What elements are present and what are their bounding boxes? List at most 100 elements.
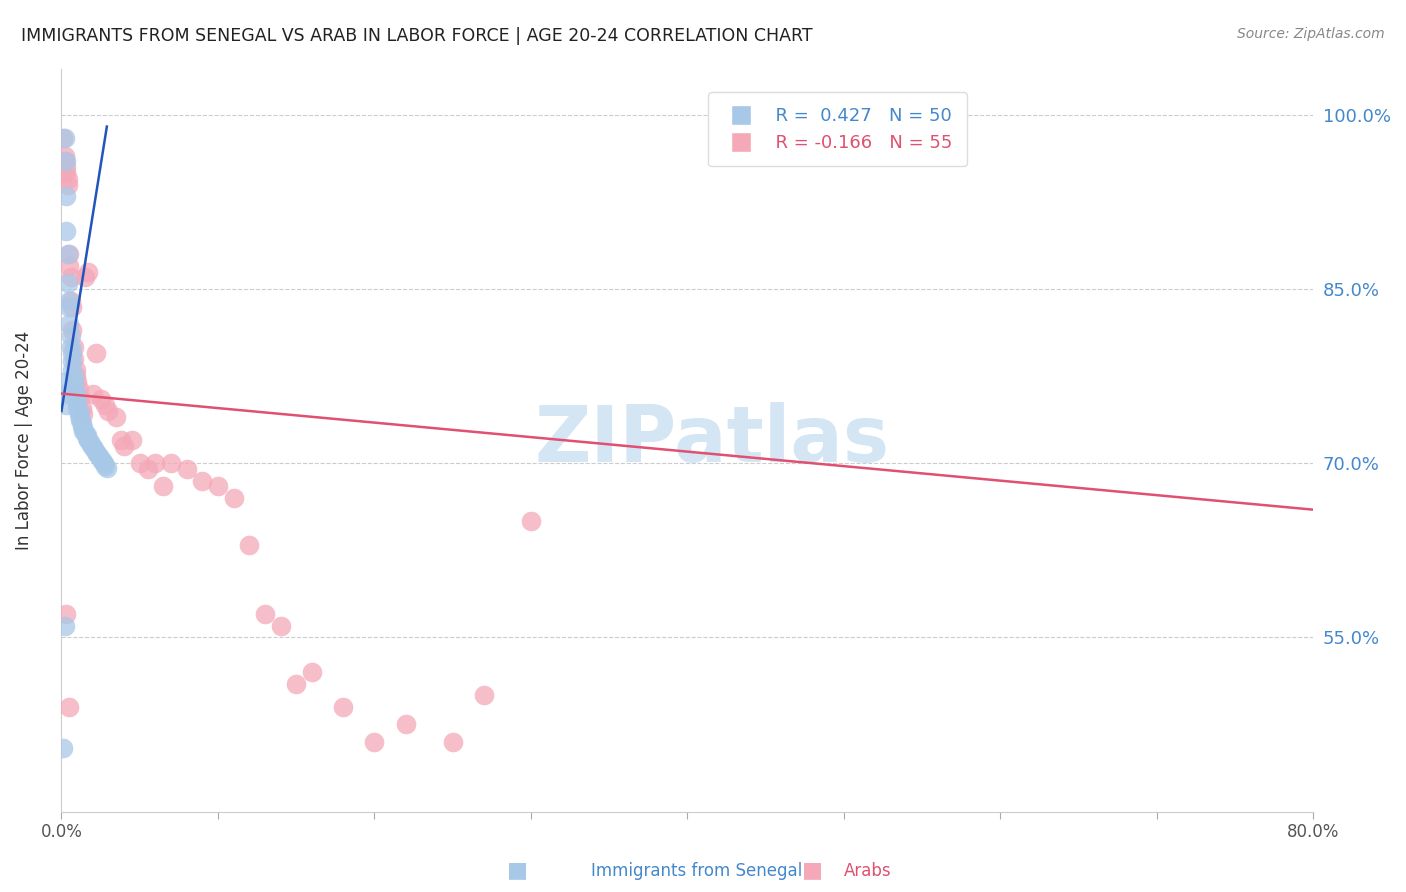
Legend:   R =  0.427   N = 50,   R = -0.166   N = 55: R = 0.427 N = 50, R = -0.166 N = 55 xyxy=(709,93,967,166)
Point xyxy=(441,735,464,749)
Point xyxy=(84,346,107,360)
Point xyxy=(67,404,90,418)
Point xyxy=(253,607,276,622)
Point xyxy=(56,178,79,192)
Point xyxy=(53,148,76,162)
Point xyxy=(63,351,86,366)
Point xyxy=(86,447,108,461)
Point xyxy=(55,166,77,180)
Point xyxy=(136,462,159,476)
Point xyxy=(105,409,128,424)
Point xyxy=(58,317,80,331)
Point xyxy=(77,265,100,279)
Point xyxy=(191,474,214,488)
Point xyxy=(62,323,84,337)
Point xyxy=(83,442,105,457)
Point xyxy=(72,421,94,435)
Point xyxy=(56,277,79,291)
Point xyxy=(363,735,385,749)
Point xyxy=(55,224,77,238)
Point xyxy=(65,369,87,384)
Point xyxy=(53,131,76,145)
Point xyxy=(70,419,93,434)
Point xyxy=(82,440,104,454)
Point xyxy=(94,458,117,473)
Point xyxy=(65,363,87,377)
Point xyxy=(59,340,82,354)
Point xyxy=(90,451,112,466)
Point xyxy=(58,293,80,308)
Point xyxy=(69,409,91,424)
Point xyxy=(55,154,77,169)
Point xyxy=(58,300,80,314)
Point xyxy=(77,433,100,447)
Point xyxy=(65,386,87,401)
Point xyxy=(270,619,292,633)
Point xyxy=(53,619,76,633)
Point xyxy=(69,413,91,427)
Point xyxy=(285,677,308,691)
Point xyxy=(238,537,260,551)
Point xyxy=(90,392,112,407)
Point xyxy=(72,408,94,422)
Point xyxy=(55,160,77,174)
Y-axis label: In Labor Force | Age 20-24: In Labor Force | Age 20-24 xyxy=(15,330,32,549)
Point xyxy=(143,456,166,470)
Point xyxy=(65,392,87,407)
Point xyxy=(56,171,79,186)
Point xyxy=(94,398,117,412)
Point xyxy=(73,270,96,285)
Text: Immigrants from Senegal: Immigrants from Senegal xyxy=(591,862,801,880)
Point xyxy=(58,247,80,261)
Point xyxy=(66,396,89,410)
Point xyxy=(58,259,80,273)
Point xyxy=(70,416,93,430)
Point xyxy=(82,386,104,401)
Point xyxy=(55,607,77,622)
Point xyxy=(69,391,91,405)
Point xyxy=(52,375,75,389)
Point xyxy=(332,700,354,714)
Point xyxy=(52,740,75,755)
Point xyxy=(80,437,103,451)
Point xyxy=(56,247,79,261)
Point xyxy=(66,375,89,389)
Point xyxy=(96,461,118,475)
Point xyxy=(76,428,98,442)
Point xyxy=(62,363,84,377)
Point xyxy=(63,369,86,384)
Point xyxy=(59,270,82,285)
Point xyxy=(84,444,107,458)
Text: Arabs: Arabs xyxy=(844,862,891,880)
Point xyxy=(67,408,90,422)
Point xyxy=(79,435,101,450)
Point xyxy=(73,425,96,440)
Text: IMMIGRANTS FROM SENEGAL VS ARAB IN LABOR FORCE | AGE 20-24 CORRELATION CHART: IMMIGRANTS FROM SENEGAL VS ARAB IN LABOR… xyxy=(21,27,813,45)
Point xyxy=(63,375,86,389)
Point xyxy=(472,689,495,703)
Point xyxy=(112,439,135,453)
Point xyxy=(207,479,229,493)
Point xyxy=(55,398,77,412)
Point xyxy=(91,454,114,468)
Point xyxy=(62,346,84,360)
Point xyxy=(55,189,77,203)
Point xyxy=(76,431,98,445)
Point xyxy=(93,456,115,470)
Point xyxy=(70,401,93,415)
Point xyxy=(97,404,120,418)
Point xyxy=(301,665,323,680)
Text: ■: ■ xyxy=(803,860,823,880)
Text: ■: ■ xyxy=(508,860,527,880)
Point xyxy=(67,382,90,396)
Point xyxy=(87,450,110,464)
Point xyxy=(66,401,89,415)
Point xyxy=(128,456,150,470)
Point xyxy=(222,491,245,505)
Text: Source: ZipAtlas.com: Source: ZipAtlas.com xyxy=(1237,27,1385,41)
Point xyxy=(62,300,84,314)
Text: ZIPatlas: ZIPatlas xyxy=(534,402,890,478)
Point xyxy=(52,131,75,145)
Point xyxy=(160,456,183,470)
Point xyxy=(59,293,82,308)
